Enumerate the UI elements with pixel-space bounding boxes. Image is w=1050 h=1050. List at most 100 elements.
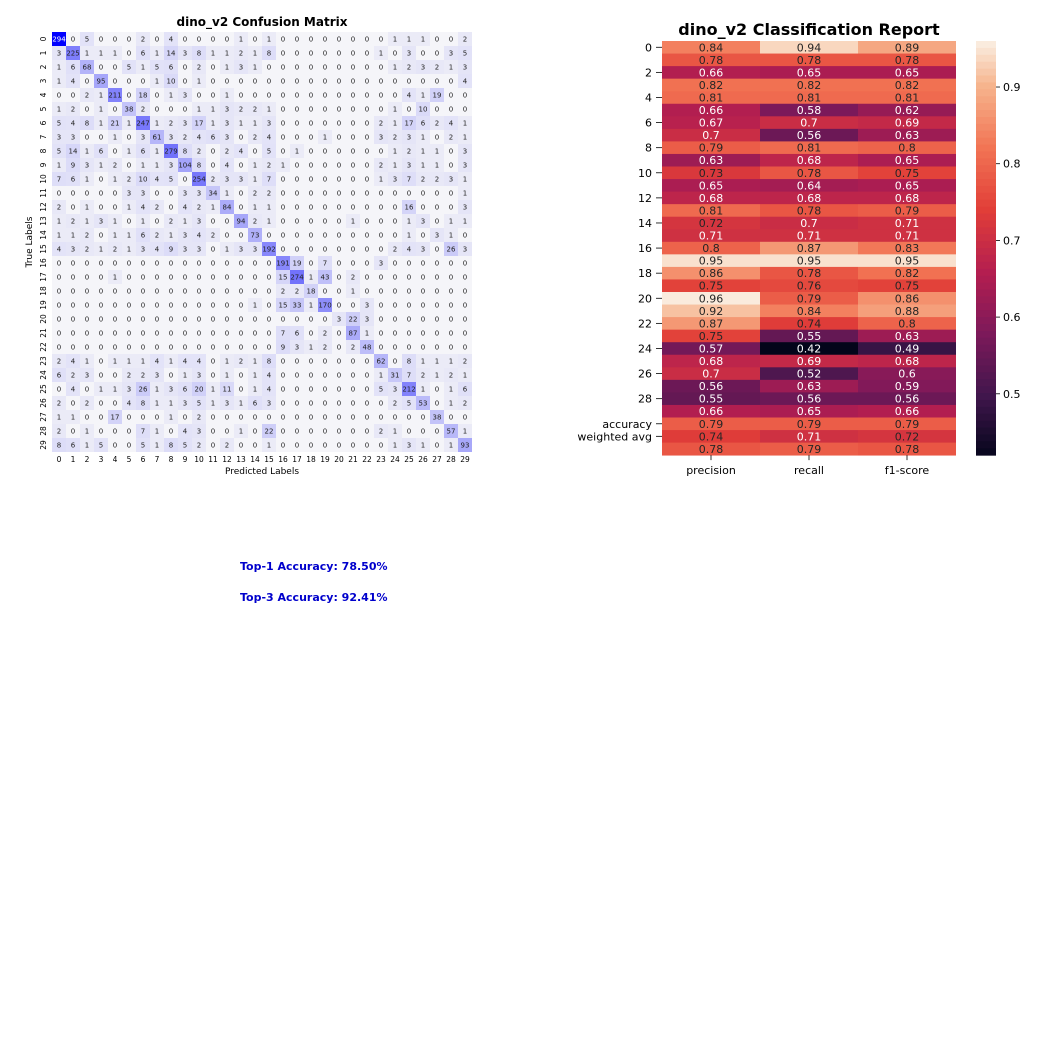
cm-cell-label: 0 — [365, 78, 369, 86]
cm-cell-label: 0 — [309, 64, 313, 72]
cm-cell — [388, 116, 402, 130]
cm-cell — [248, 102, 262, 116]
cm-cell-label: 0 — [435, 400, 439, 408]
cm-cell-label: 15 — [279, 274, 288, 282]
cm-cell-label: 0 — [435, 190, 439, 198]
cm-cell — [94, 144, 108, 158]
cm-cell-label: 1 — [85, 204, 89, 212]
cm-cell — [430, 368, 444, 382]
cm-cell-label: 0 — [309, 428, 313, 436]
cm-cell — [430, 396, 444, 410]
cm-cell — [52, 74, 66, 88]
cm-cell — [178, 242, 192, 256]
cm-cell — [262, 410, 276, 424]
cm-cell — [346, 298, 360, 312]
cm-cell — [234, 312, 248, 326]
cm-cell — [94, 410, 108, 424]
cm-cell — [52, 242, 66, 256]
cm-cell-label: 0 — [281, 36, 285, 44]
cm-cell — [388, 284, 402, 298]
cm-cell — [150, 270, 164, 284]
cm-cell — [290, 340, 304, 354]
cm-cell-label: 3 — [183, 190, 187, 198]
top3-accuracy-text: Top-3 Accuracy: 92.41% — [240, 591, 388, 604]
colorbar-segment — [976, 441, 996, 449]
cr-cell — [662, 317, 760, 331]
cm-cell-label: 0 — [295, 372, 299, 380]
cm-x-tick: 17 — [292, 455, 302, 464]
cm-cell — [458, 284, 472, 298]
cm-cell — [66, 438, 80, 452]
colorbar-segment — [976, 248, 996, 256]
cm-cell-label: 0 — [309, 190, 313, 198]
cr-cell — [760, 354, 858, 368]
cm-cell-label: 3 — [421, 246, 425, 254]
cr-cell-label: 0.66 — [699, 104, 724, 117]
cm-cell — [66, 382, 80, 396]
cm-cell-label: 0 — [309, 400, 313, 408]
cm-cell — [220, 32, 234, 46]
cm-cell-label: 1 — [211, 106, 215, 114]
cm-cell-label: 0 — [337, 414, 341, 422]
cm-cell — [388, 256, 402, 270]
cm-cell-label: 0 — [337, 372, 341, 380]
cm-cell-label: 68 — [83, 64, 92, 72]
cm-cell — [94, 354, 108, 368]
cm-cell — [178, 228, 192, 242]
cm-cell — [164, 438, 178, 452]
cm-cell-label: 0 — [421, 50, 425, 58]
cm-cell — [290, 396, 304, 410]
cm-cell — [248, 424, 262, 438]
cr-cell-label: 0.59 — [895, 380, 920, 393]
cr-cell — [858, 229, 956, 243]
cm-cell — [388, 60, 402, 74]
cr-cell — [760, 392, 858, 406]
cm-cell-label: 94 — [237, 218, 246, 226]
cm-cell-label: 1 — [99, 162, 103, 170]
cm-cell-label: 19 — [293, 260, 302, 268]
cm-cell — [388, 172, 402, 186]
cm-cell — [346, 130, 360, 144]
cm-cell-label: 1 — [127, 232, 131, 240]
cm-cell-label: 1 — [57, 218, 61, 226]
cm-cell-label: 3 — [225, 400, 229, 408]
cr-cell — [662, 166, 760, 180]
cm-cell-label: 2 — [85, 400, 89, 408]
cm-cell-label: 0 — [267, 274, 271, 282]
cm-cell-label: 0 — [253, 36, 257, 44]
cm-cell — [318, 242, 332, 256]
cm-cell — [122, 270, 136, 284]
cm-cell-label: 0 — [365, 428, 369, 436]
cm-cell-label: 0 — [463, 274, 467, 282]
cm-cell-label: 0 — [169, 344, 173, 352]
cm-cell-label: 0 — [281, 442, 285, 450]
cm-cell — [234, 298, 248, 312]
cm-cell — [416, 382, 430, 396]
cr-cell-label: 0.81 — [797, 91, 822, 104]
cm-cell — [262, 298, 276, 312]
cm-cell-label: 0 — [99, 414, 103, 422]
cm-cell — [262, 340, 276, 354]
cm-cell — [444, 88, 458, 102]
cm-cell-label: 1 — [379, 372, 383, 380]
cm-cell — [360, 200, 374, 214]
cm-cell-label: 0 — [379, 274, 383, 282]
cm-cell — [164, 88, 178, 102]
cm-cell — [360, 242, 374, 256]
cm-cell — [234, 74, 248, 88]
cm-cell — [416, 256, 430, 270]
cm-cell — [276, 144, 290, 158]
cm-cell-label: 3 — [463, 204, 467, 212]
cm-cell-label: 0 — [365, 162, 369, 170]
cm-cell-label: 0 — [463, 330, 467, 338]
cm-cell-label: 0 — [253, 260, 257, 268]
cm-cell — [262, 172, 276, 186]
cr-cell — [662, 41, 760, 54]
cm-cell — [206, 32, 220, 46]
cm-cell — [262, 256, 276, 270]
cm-cell-label: 0 — [113, 204, 117, 212]
cm-cell — [150, 88, 164, 102]
cr-cell-label: 0.73 — [699, 167, 724, 180]
cm-cell — [206, 116, 220, 130]
cm-cell-label: 0 — [351, 162, 355, 170]
